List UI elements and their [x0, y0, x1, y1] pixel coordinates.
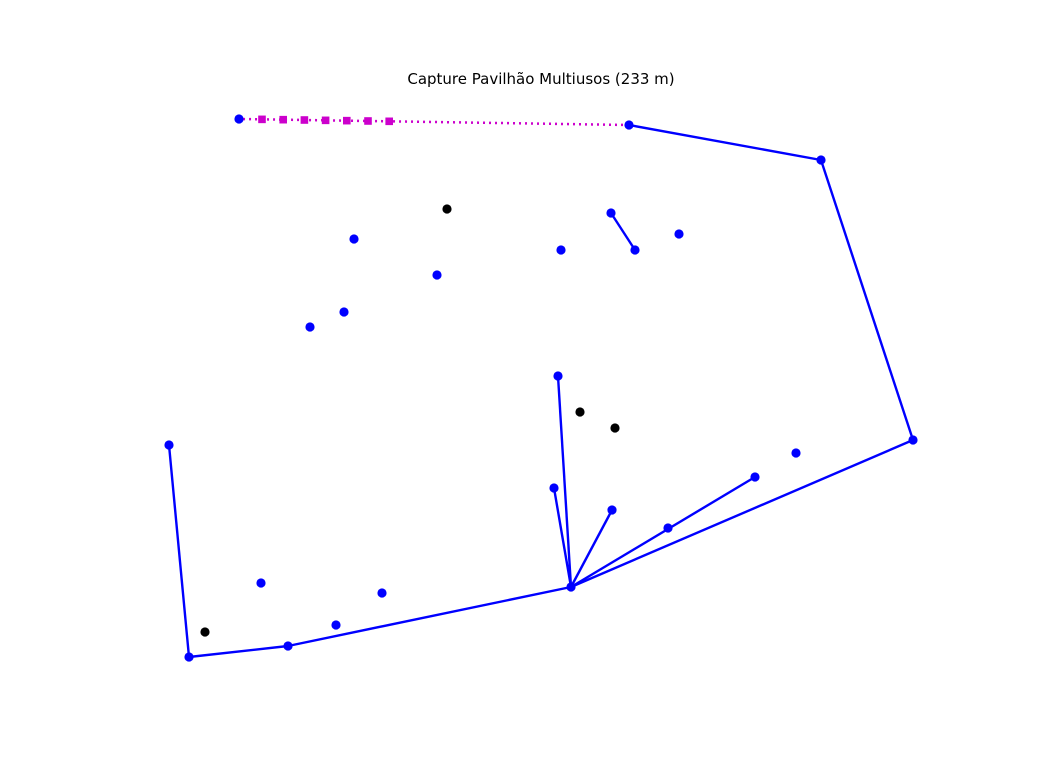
- capture-marker: [258, 115, 266, 124]
- capture-marker: [343, 116, 351, 125]
- network-node: [606, 208, 616, 218]
- network-node: [791, 448, 801, 458]
- network-node: [630, 245, 640, 255]
- network-node: [339, 307, 349, 317]
- network-nodes: [164, 114, 918, 662]
- network-node: [164, 440, 174, 450]
- unserved-node: [610, 423, 620, 433]
- capture-marker: [364, 117, 372, 125]
- network-edge: [569, 509, 614, 588]
- network-node: [607, 505, 617, 515]
- capture-marker: [300, 116, 309, 124]
- unserved-node: [442, 204, 452, 214]
- network-edge: [167, 444, 191, 658]
- network-node: [256, 578, 266, 588]
- network-node: [349, 234, 359, 244]
- network-edge: [819, 159, 915, 441]
- network-edge: [287, 585, 572, 648]
- network-node: [305, 322, 315, 332]
- network-node: [549, 483, 559, 493]
- network-node: [674, 229, 684, 239]
- network-edges: [167, 123, 915, 659]
- capture-line: [238, 117, 630, 127]
- network-node: [566, 582, 576, 592]
- network-node: [184, 652, 194, 662]
- network-edge: [552, 487, 573, 588]
- network-edge: [570, 438, 914, 589]
- unserved-node: [200, 627, 210, 637]
- capture-marker: [321, 116, 330, 125]
- network-node: [377, 588, 387, 598]
- network-node: [234, 114, 244, 124]
- network-edge: [188, 644, 289, 659]
- network-edge: [556, 375, 573, 588]
- capture-marker: [385, 117, 393, 126]
- network-node: [556, 245, 566, 255]
- network-node: [331, 620, 341, 630]
- capture-marker: [279, 115, 287, 124]
- network-node: [663, 523, 673, 533]
- network-node: [624, 120, 634, 130]
- network-node: [908, 435, 918, 445]
- network-edge: [570, 475, 756, 589]
- network-node: [432, 270, 442, 280]
- network-node: [816, 155, 826, 165]
- network-edge: [628, 123, 822, 162]
- diagram-title: Capture Pavilhão Multiusos (233 m): [407, 70, 674, 88]
- network-node: [283, 641, 293, 651]
- network-edge: [609, 212, 637, 251]
- capture-path: [238, 115, 630, 127]
- network-node: [553, 371, 563, 381]
- network-node: [750, 472, 760, 482]
- unserved-node: [575, 407, 585, 417]
